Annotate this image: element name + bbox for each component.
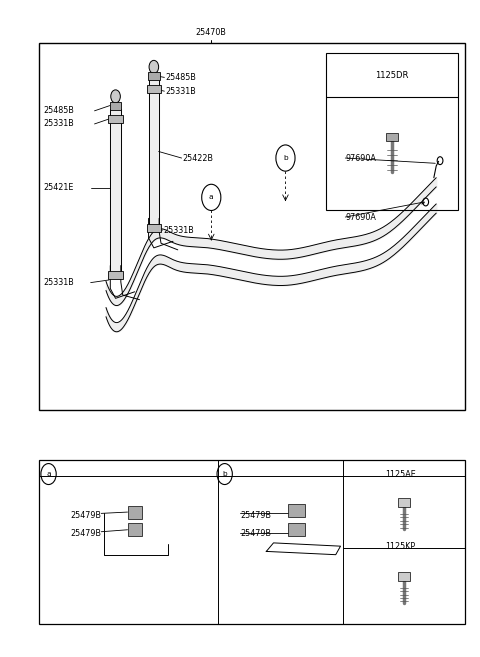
Text: 1125AE: 1125AE	[385, 470, 416, 478]
Circle shape	[111, 90, 120, 103]
Text: 25479B: 25479B	[70, 511, 101, 520]
Bar	[128, 523, 142, 536]
Text: 97690A: 97690A	[345, 154, 376, 162]
Bar	[147, 85, 161, 93]
Bar	[288, 503, 305, 516]
Circle shape	[202, 184, 221, 210]
Text: 25479B: 25479B	[240, 511, 271, 520]
Text: b: b	[222, 471, 227, 477]
Text: 25470B: 25470B	[196, 28, 227, 37]
Bar	[108, 115, 123, 123]
Text: 97690A: 97690A	[345, 213, 376, 221]
Text: 25485B: 25485B	[44, 106, 75, 116]
Bar	[108, 271, 123, 279]
Circle shape	[217, 464, 232, 484]
Text: 25331B: 25331B	[44, 278, 74, 287]
Text: 25331B: 25331B	[44, 120, 74, 129]
Text: 25331B: 25331B	[163, 225, 194, 235]
Text: 1125DR: 1125DR	[375, 71, 408, 79]
Bar	[386, 133, 398, 141]
Bar	[128, 505, 142, 518]
Text: 25422B: 25422B	[182, 154, 214, 162]
Bar	[398, 498, 409, 507]
Circle shape	[423, 198, 429, 206]
Text: 25331B: 25331B	[166, 87, 197, 96]
Bar	[39, 460, 465, 623]
Bar	[326, 53, 458, 210]
Circle shape	[276, 145, 295, 171]
Text: 25485B: 25485B	[166, 73, 197, 82]
Text: 25479B: 25479B	[240, 528, 271, 537]
Bar	[147, 224, 161, 232]
Text: a: a	[209, 194, 214, 200]
Circle shape	[149, 60, 158, 74]
Bar	[148, 72, 159, 80]
Circle shape	[437, 157, 443, 165]
Text: 1125KP: 1125KP	[385, 541, 415, 551]
Text: 25421E: 25421E	[44, 183, 74, 192]
Text: b: b	[283, 155, 288, 161]
Bar	[110, 102, 121, 110]
Text: 25479B: 25479B	[70, 528, 101, 537]
Bar	[288, 523, 305, 536]
Text: a: a	[46, 471, 51, 477]
Circle shape	[41, 464, 56, 484]
Bar	[398, 572, 409, 581]
Bar	[39, 43, 465, 411]
